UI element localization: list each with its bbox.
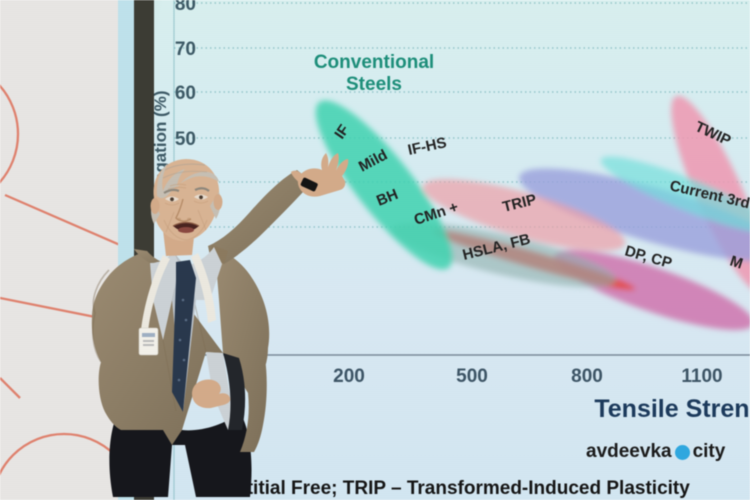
svg-text:1100: 1100: [681, 366, 722, 387]
svg-text:Steels: Steels: [346, 74, 402, 95]
svg-text:500: 500: [456, 366, 488, 387]
svg-text:Tensile Strength (: Tensile Strength (: [594, 395, 750, 423]
svg-text:800: 800: [571, 366, 603, 387]
